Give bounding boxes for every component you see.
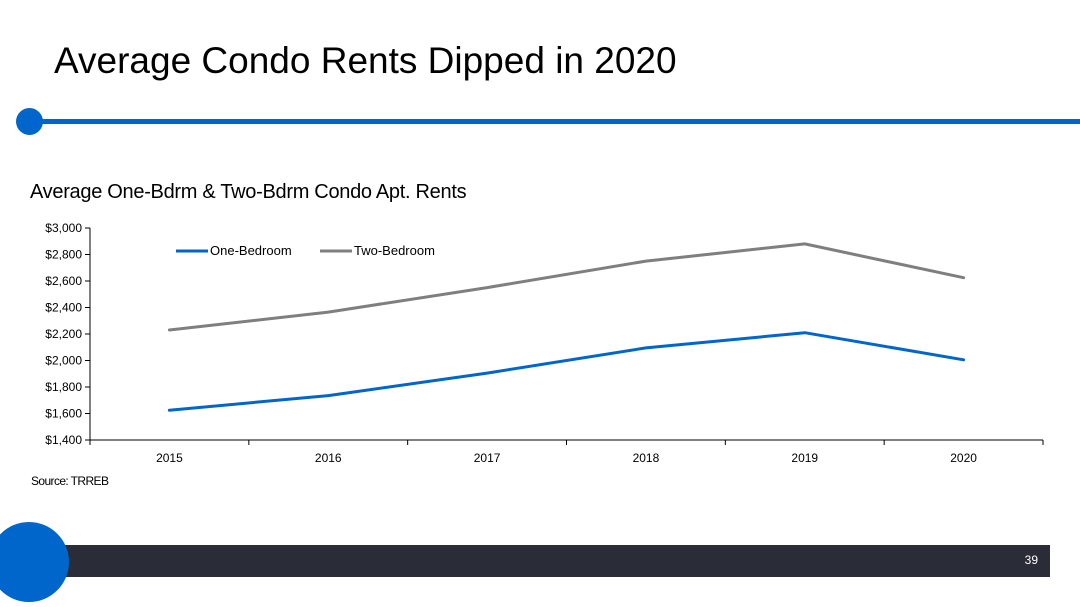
series-line-two-bedroom [167,242,966,332]
y-tick-label: $2,800 [45,248,82,262]
line-chart: $1,400 $1,600 $1,800 $2,000 $2,200 $2,400 $2,6… [45,221,1044,465]
x-tick-label: 2019 [791,451,818,465]
y-tick-label: $2,200 [45,327,82,341]
y-tick-label: $1,400 [45,433,82,447]
legend: One-Bedroom Two-Bedroom [176,243,435,258]
series-layer [167,242,966,412]
x-tick-label: 2016 [315,451,342,465]
chart-title: Average One-Bdrm & Two-Bdrm Condo Apt. R… [30,181,467,203]
y-tick-label: $2,400 [45,301,82,315]
y-tick-label: $1,800 [45,380,82,394]
y-tick-label: $2,600 [45,274,82,288]
page-number: 39 [1024,553,1038,567]
y-tick-label: $3,000 [45,221,82,235]
x-tick-label: 2015 [156,451,183,465]
slide-title: Average Condo Rents Dipped in 2020 [54,40,677,81]
y-tick-label: $2,000 [45,354,82,368]
x-tick-label: 2020 [950,451,977,465]
x-axis: 2015 2016 2017 2018 2019 2020 [89,439,1044,465]
legend-label: Two-Bedroom [354,243,435,258]
x-tick-label: 2018 [633,451,660,465]
title-rule [30,119,1080,124]
series-line-one-bedroom [167,331,966,412]
legend-label: One-Bedroom [210,243,292,258]
x-tick-label: 2017 [474,451,501,465]
footer-bar: 39 [34,545,1050,577]
y-tick-label: $1,600 [45,407,82,421]
source-note: Source: TRREB [31,474,109,488]
y-axis: $1,400 $1,600 $1,800 $2,000 $2,200 $2,400 $2,6… [45,221,91,447]
title-accent-dot [16,108,43,135]
legend-two-bedroom: Two-Bedroom [320,243,435,258]
legend-one-bedroom: One-Bedroom [176,243,292,258]
footer-accent-dot [0,522,69,602]
